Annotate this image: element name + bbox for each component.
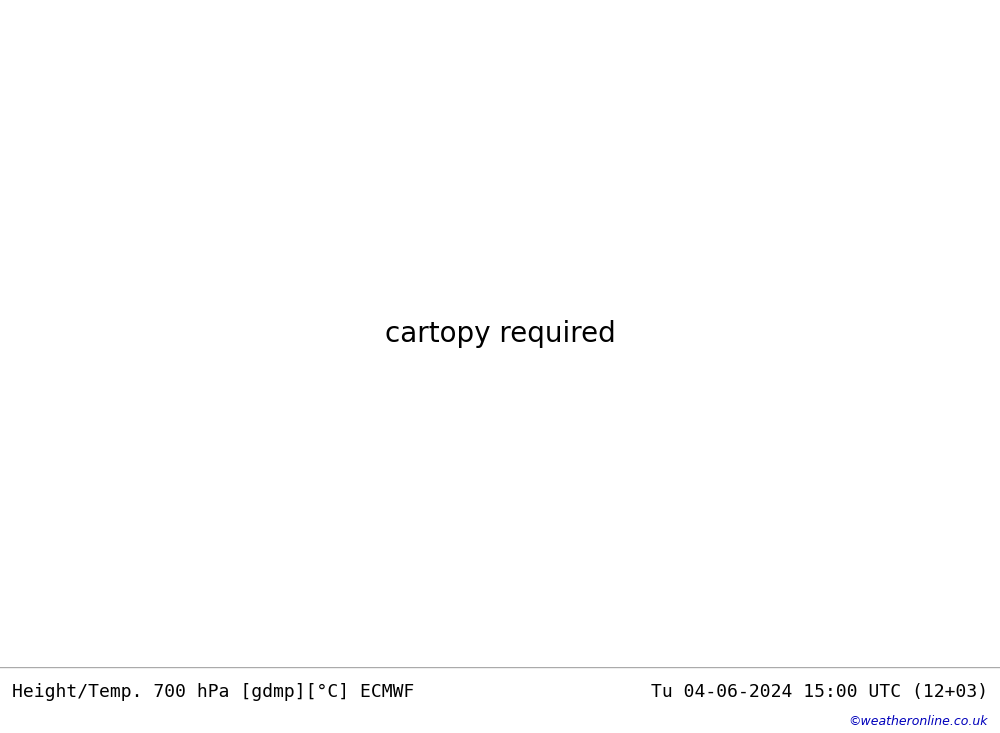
Text: Tu 04-06-2024 15:00 UTC (12+03): Tu 04-06-2024 15:00 UTC (12+03) xyxy=(651,683,988,701)
Text: cartopy required: cartopy required xyxy=(385,320,615,347)
Text: Height/Temp. 700 hPa [gdmp][°C] ECMWF: Height/Temp. 700 hPa [gdmp][°C] ECMWF xyxy=(12,683,414,701)
Text: ©weatheronline.co.uk: ©weatheronline.co.uk xyxy=(848,715,988,728)
